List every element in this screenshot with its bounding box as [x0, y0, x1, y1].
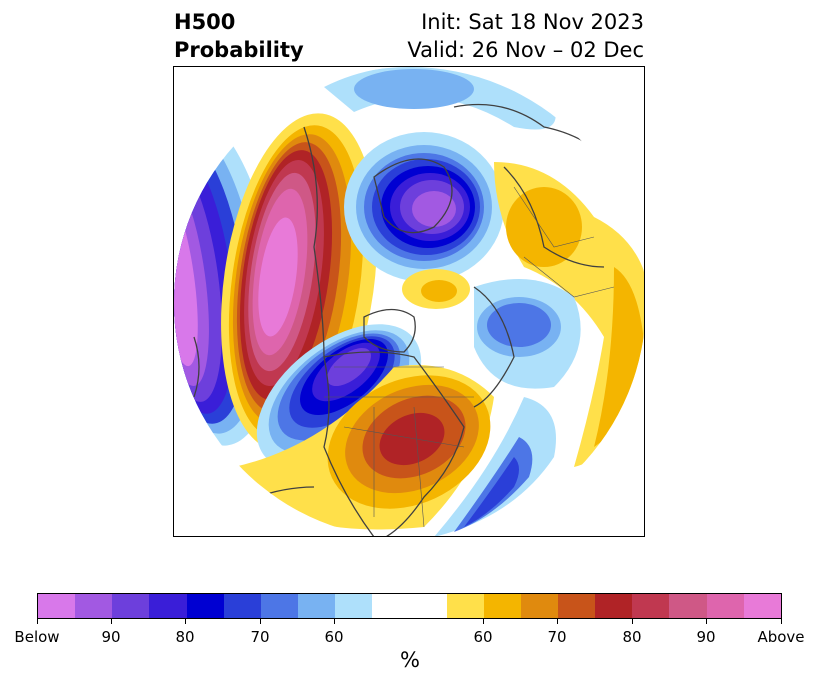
colorbar-tick-label: Above	[757, 628, 805, 646]
colorbar-segment	[595, 594, 633, 618]
anomaly-siberia-trough	[474, 279, 581, 389]
date-info: Init: Sat 18 Nov 2023 Valid: 26 Nov – 02…	[407, 8, 644, 64]
coastlines	[193, 103, 625, 536]
anomaly-arctic-core	[354, 69, 474, 109]
probability-map	[174, 67, 644, 536]
colorbar-segment	[557, 594, 596, 618]
colorbar-segment	[335, 594, 373, 618]
colorbar-tick-mark	[111, 619, 112, 624]
title-line-1: H500	[174, 10, 236, 34]
colorbar-tick-label: 60	[473, 628, 493, 646]
colorbar-segment	[669, 594, 707, 618]
colorbar-tick-mark	[781, 619, 782, 624]
colorbar-unit: %	[400, 648, 420, 672]
anomaly-arctic-ridge	[402, 269, 470, 309]
colorbar-segment	[260, 594, 298, 618]
anomaly-atlantic-trough	[434, 397, 556, 536]
colorbar-segment	[743, 594, 781, 618]
colorbar-tick-mark	[37, 619, 38, 624]
valid-range: Valid: 26 Nov – 02 Dec	[407, 38, 644, 62]
anomaly-polar-trough	[344, 132, 504, 282]
colorbar-tick-mark	[483, 619, 484, 624]
colorbar-tick-label: 70	[250, 628, 270, 646]
colorbar-segment	[409, 594, 447, 618]
borders	[324, 186, 615, 528]
colorbar-tick-mark	[185, 619, 186, 624]
colorbar-tick-mark	[334, 619, 335, 624]
colorbar	[37, 593, 782, 619]
colorbar-tick-mark	[557, 619, 558, 624]
chart-title: H500 Probability	[174, 8, 304, 64]
colorbar-segment	[75, 594, 113, 618]
colorbar-segment	[706, 594, 744, 618]
colorbar-tick-mark	[706, 619, 707, 624]
colorbar-tick-label: Below	[14, 628, 60, 646]
colorbar-tick-label: 90	[696, 628, 716, 646]
colorbar-tick-label: 80	[175, 628, 195, 646]
colorbar-segment	[483, 594, 521, 618]
colorbar-segment	[186, 594, 224, 618]
colorbar-segment	[223, 594, 261, 618]
init-date: Init: Sat 18 Nov 2023	[421, 10, 644, 34]
colorbar-segment	[446, 594, 484, 618]
colorbar-tick-label: 60	[324, 628, 344, 646]
colorbar-segment	[297, 594, 336, 618]
colorbar-segment	[372, 594, 410, 618]
colorbar-tick-label: 70	[547, 628, 567, 646]
colorbar-tick-mark	[260, 619, 261, 624]
colorbar-tick-mark	[632, 619, 633, 624]
colorbar-segment	[632, 594, 670, 618]
map-panel	[173, 66, 645, 537]
title-line-2: Probability	[174, 38, 304, 62]
colorbar-segment	[520, 594, 558, 618]
anomaly-eastern-us-ridge	[234, 365, 494, 530]
colorbar-tick-label: 90	[101, 628, 121, 646]
colorbar-segment	[112, 594, 150, 618]
colorbar-segment	[38, 594, 76, 618]
colorbar-segment	[149, 594, 187, 618]
colorbar-tick-label: 80	[622, 628, 642, 646]
